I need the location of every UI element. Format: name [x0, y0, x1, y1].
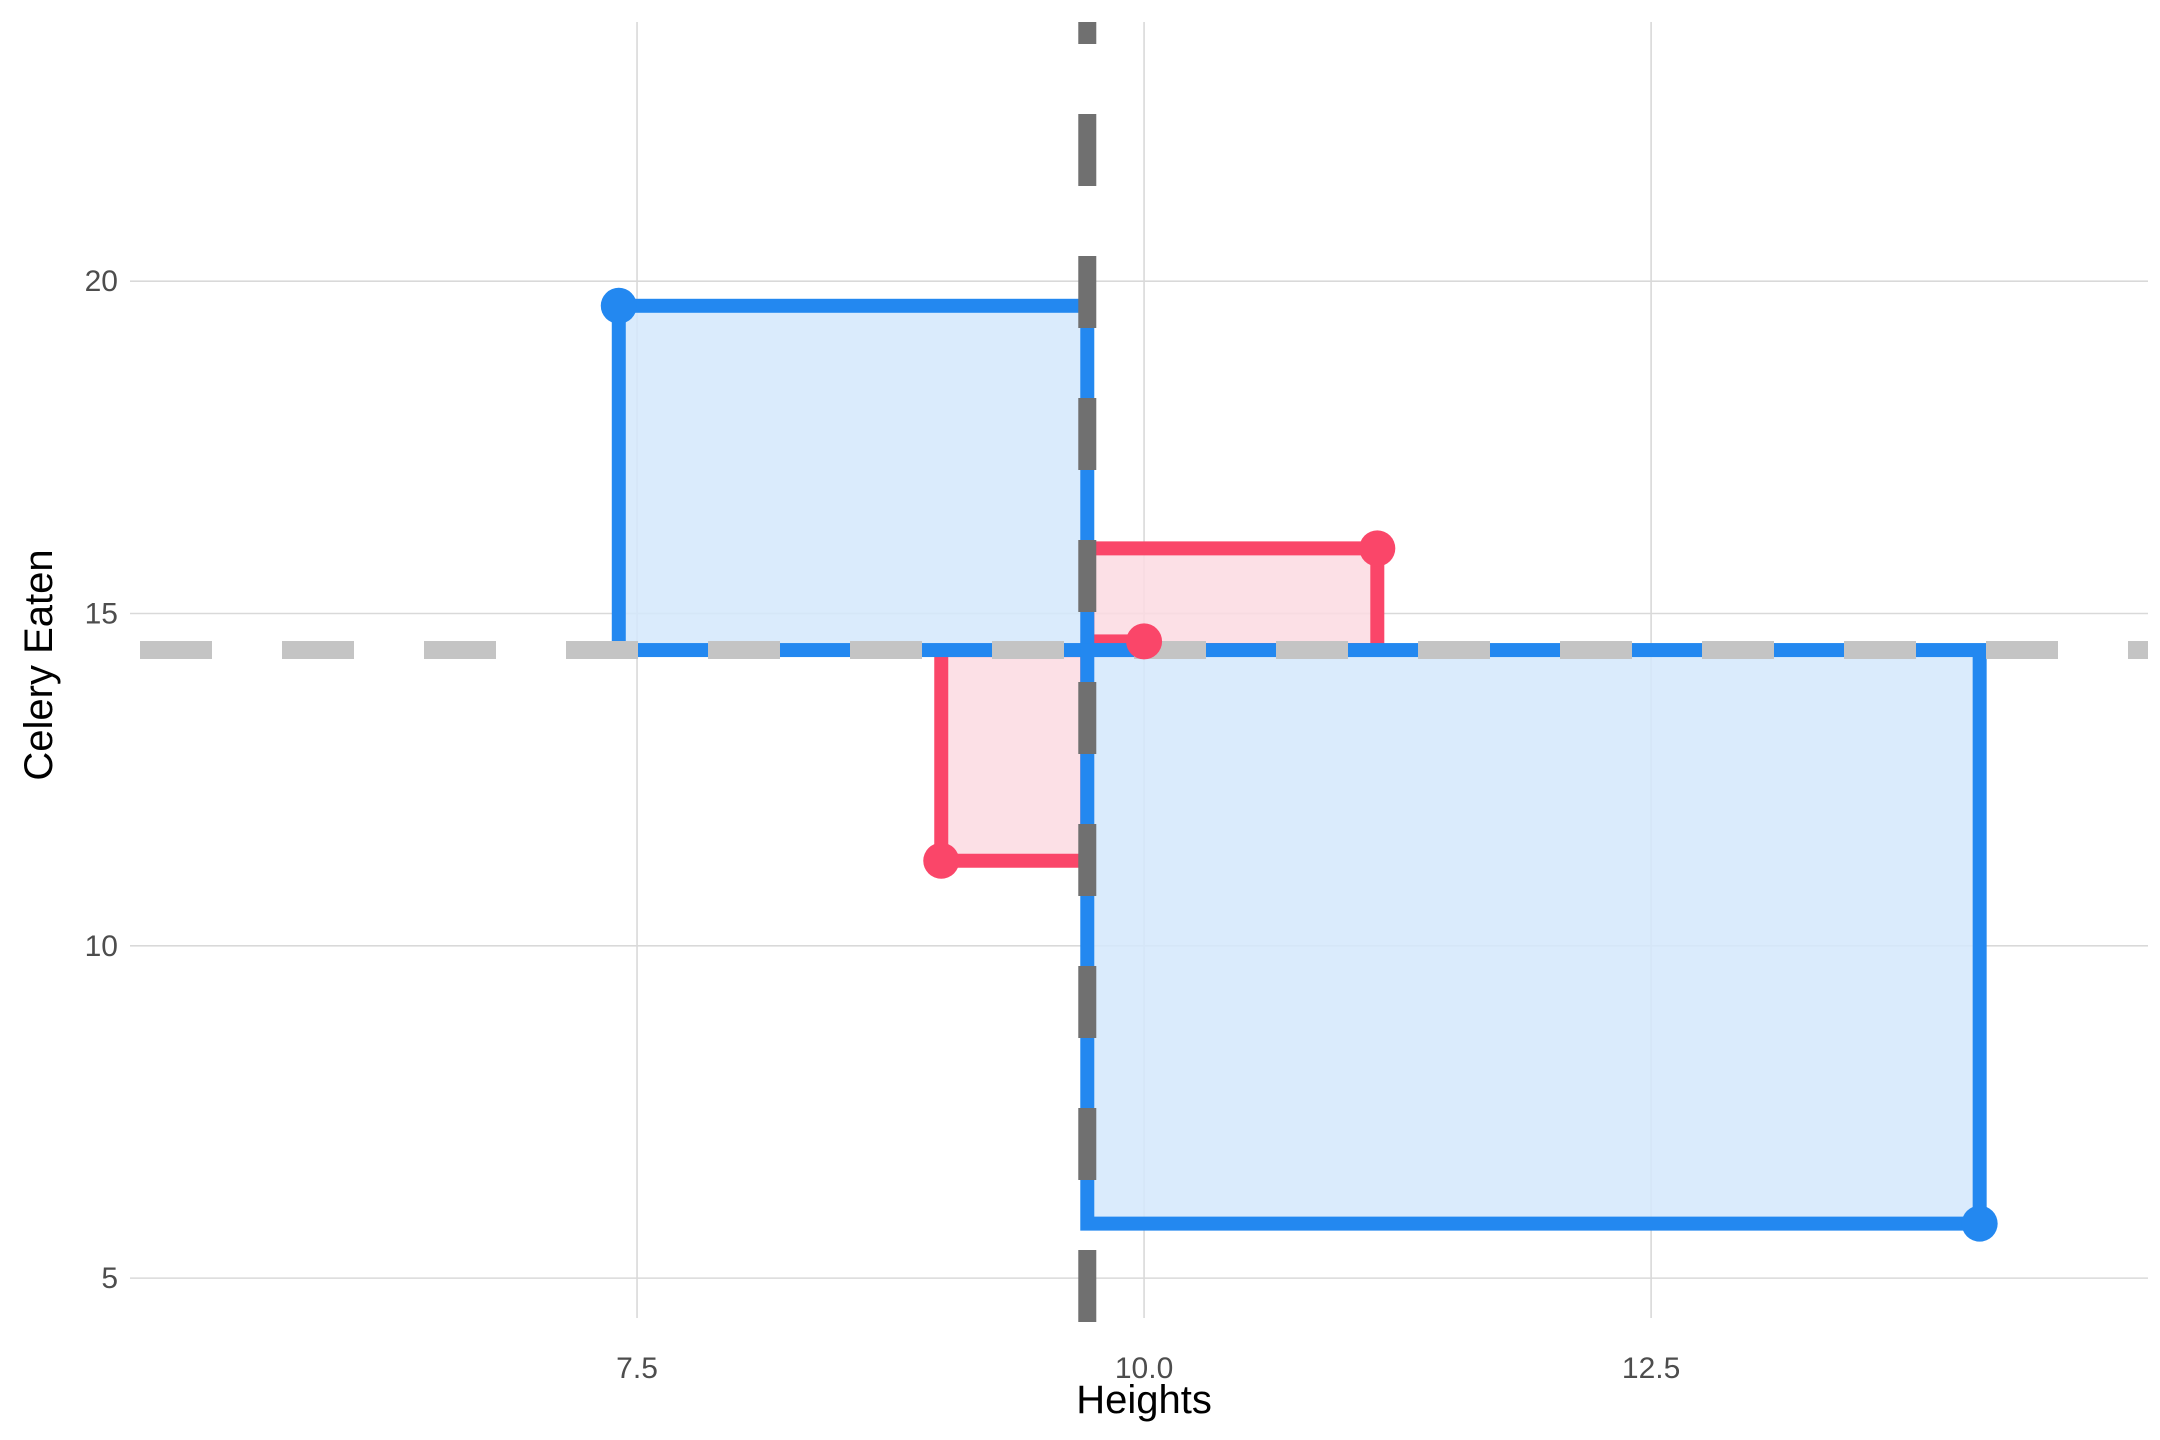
- rectangles: [611, 298, 1987, 1231]
- rect-2: [934, 643, 1095, 868]
- y-tick-labels: 5 10 15 20: [85, 265, 118, 1295]
- y-tick-label-1: 10: [85, 930, 118, 963]
- x-tick-label-1: 10.0: [1115, 1352, 1173, 1385]
- y-tick-label-2: 15: [85, 598, 118, 631]
- points: [600, 287, 1998, 1242]
- y-axis-title: Celery Eaten: [17, 549, 61, 780]
- rect-1: [1080, 643, 1987, 1231]
- x-tick-labels: 7.5 10.0 12.5: [616, 1352, 1680, 1385]
- point-2: [923, 842, 960, 879]
- point-3: [1359, 530, 1396, 567]
- y-tick-label-0: 5: [101, 1262, 118, 1295]
- x-axis-title: Heights: [1076, 1378, 1212, 1422]
- y-tick-label-3: 20: [85, 265, 118, 298]
- rect-0: [611, 298, 1095, 658]
- point-0: [600, 287, 637, 324]
- point-1: [1961, 1205, 1998, 1242]
- point-4: [1126, 623, 1163, 660]
- x-tick-label-0: 7.5: [616, 1352, 658, 1385]
- x-tick-label-2: 12.5: [1622, 1352, 1680, 1385]
